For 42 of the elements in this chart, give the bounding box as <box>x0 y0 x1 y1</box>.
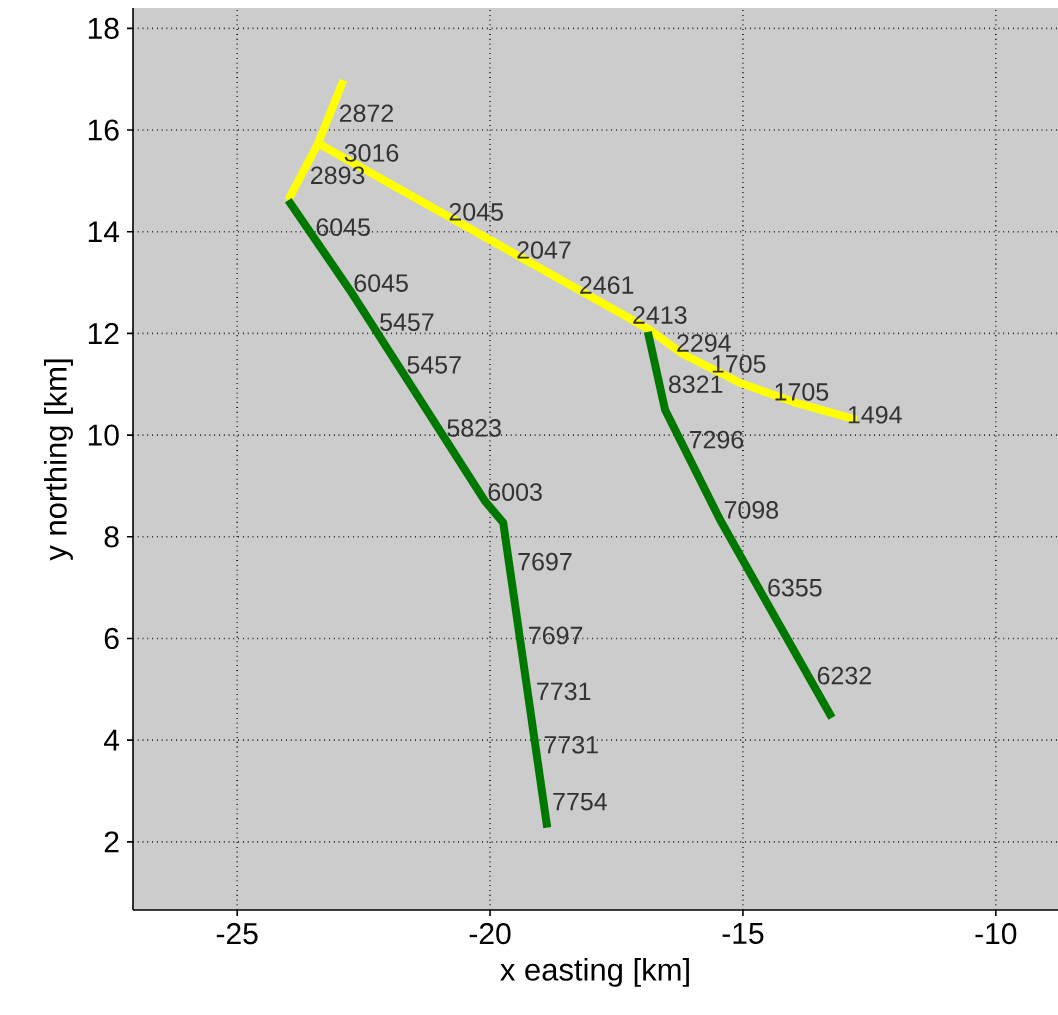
annotation: 7731 <box>544 735 598 754</box>
y-tick-label: 2 <box>104 831 119 853</box>
annotation: 2413 <box>633 306 687 324</box>
x-axis-title: x easting [km] <box>500 957 689 987</box>
x-tick-label: -10 <box>975 923 1017 945</box>
annotation: 7296 <box>689 430 744 449</box>
annotation: 6045 <box>316 218 370 236</box>
annotation: 1705 <box>775 383 829 401</box>
annotation: 2294 <box>677 334 731 352</box>
annotation: 5457 <box>407 356 461 374</box>
annotation: 1494 <box>848 405 902 424</box>
y-tick-label: 16 <box>88 119 119 141</box>
x-tick-label: -15 <box>722 923 764 944</box>
y-tick-label: 18 <box>88 17 119 39</box>
annotation: 5457 <box>380 313 434 331</box>
x-tick-label: -20 <box>469 923 511 945</box>
x-tick-label: -25 <box>216 923 258 945</box>
y-tick-label: 10 <box>88 424 119 446</box>
y-tick-label: 4 <box>103 729 120 751</box>
annotation: 2047 <box>517 241 571 259</box>
y-axis-title: y northing [km] <box>44 359 73 561</box>
annotation: 7697 <box>518 552 572 571</box>
y-tick-label: 6 <box>104 627 119 650</box>
annotation: 5823 <box>447 419 501 437</box>
annotation: 8321 <box>668 375 723 394</box>
annotation: 6003 <box>488 483 542 501</box>
annotation: 1705 <box>712 355 766 373</box>
annotation: 3016 <box>344 144 399 162</box>
annotation: 6355 <box>768 578 822 597</box>
annotation: 7754 <box>553 792 607 811</box>
annotation: 2045 <box>449 203 503 221</box>
annotation: 7098 <box>724 500 779 519</box>
y-tick-label: 8 <box>104 526 119 548</box>
annotation: 6045 <box>354 274 408 292</box>
annotation: 6232 <box>817 666 871 685</box>
annotation: 2893 <box>311 166 365 185</box>
y-tick-label: 14 <box>88 221 120 243</box>
y-tick-label: 12 <box>88 322 119 344</box>
annotation: 2461 <box>580 276 634 294</box>
annotation: 2872 <box>339 104 393 123</box>
annotation: 7731 <box>537 682 591 701</box>
annotation: 7697 <box>529 626 583 645</box>
